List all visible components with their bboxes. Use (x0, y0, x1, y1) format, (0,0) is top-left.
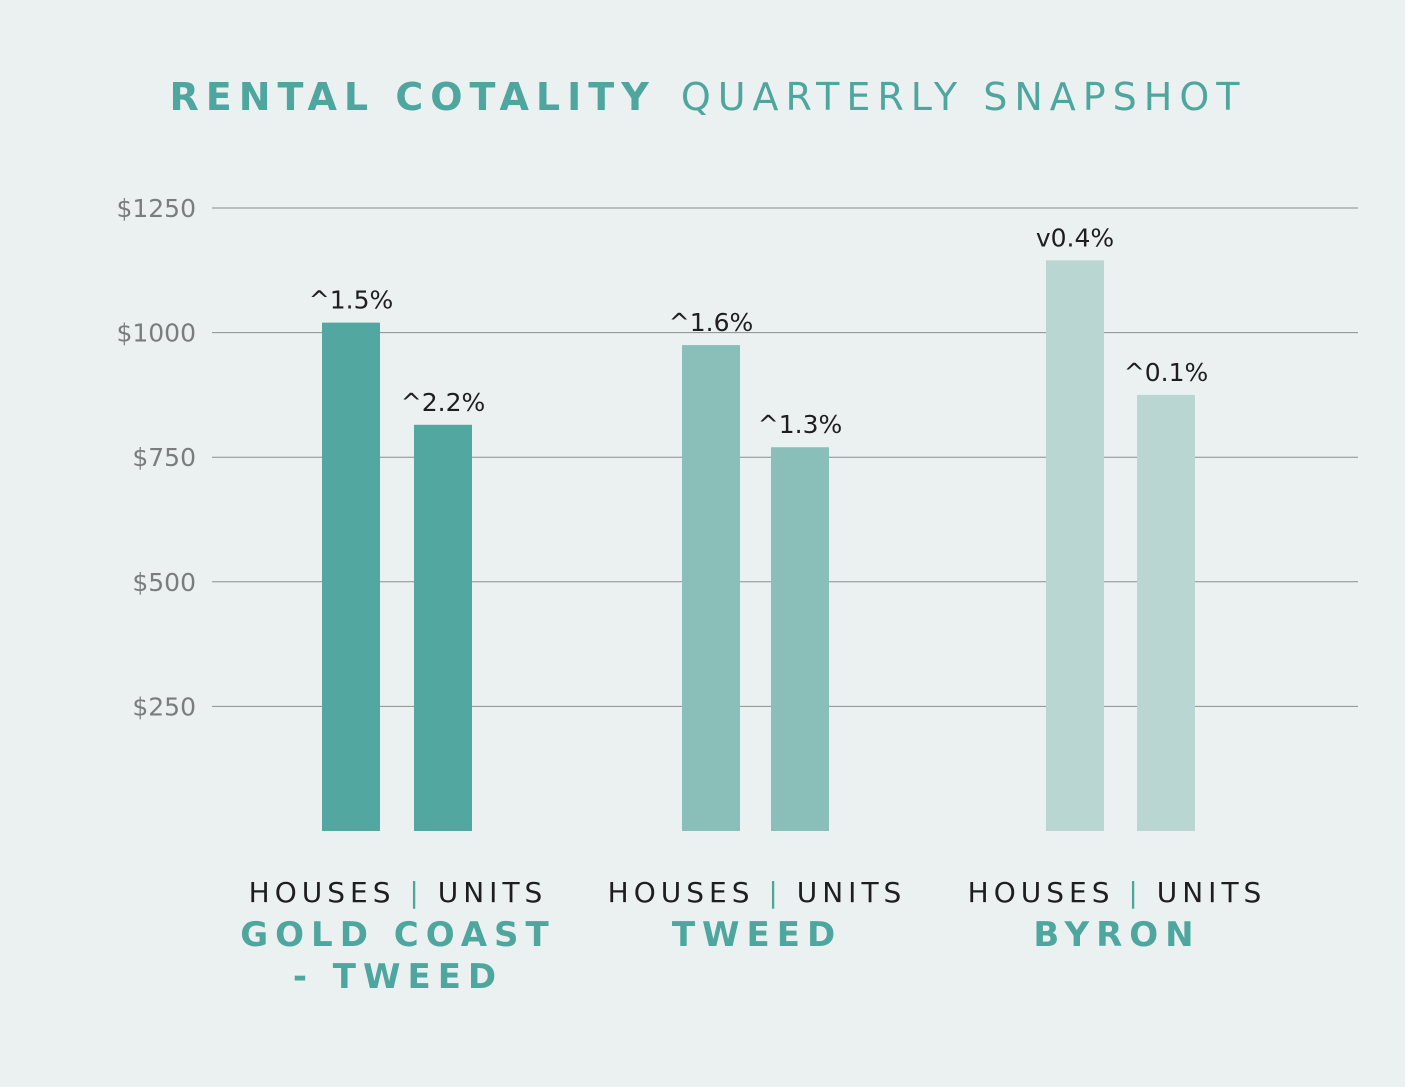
category-houses: HOUSES (608, 876, 769, 909)
y-tick-label: $1250 (116, 194, 196, 223)
chart-title-bold: RENTAL COTALITY (170, 75, 656, 119)
data-label: v0.4% (1036, 223, 1114, 252)
data-label: ^1.3% (758, 410, 842, 439)
category-houses: HOUSES (249, 876, 410, 909)
region-labels: GOLD COAST- TWEED TWEED BYRON (240, 915, 1200, 997)
y-tick-label: $500 (132, 568, 196, 597)
bar-units (414, 424, 472, 831)
category-houses: HOUSES (968, 876, 1129, 909)
region-label: TWEED (672, 915, 842, 955)
bars (322, 260, 1195, 831)
category-units: UNITS (1143, 876, 1266, 909)
y-tick-label: $1000 (116, 319, 196, 348)
y-tick-label: $250 (132, 692, 196, 721)
category-label: HOUSES | UNITS (968, 876, 1267, 909)
bar-houses (322, 322, 380, 831)
category-labels: HOUSES | UNITS HOUSES | UNITS HOUSES | UNI… (249, 876, 1267, 909)
category-units: UNITS (424, 876, 547, 909)
category-units: UNITS (783, 876, 906, 909)
data-label: ^2.2% (401, 388, 485, 417)
chart-title-light: QUARTERLY SNAPSHOT (681, 75, 1247, 119)
data-label: ^1.6% (669, 308, 753, 337)
data-labels: ^1.5% ^2.2% ^1.6% ^1.3% v0.4% ^0.1% (309, 223, 1208, 439)
y-tick-label: $750 (132, 443, 196, 472)
bar-houses (1046, 260, 1104, 831)
region-label: GOLD COAST (240, 915, 555, 955)
category-separator: | (1128, 876, 1142, 909)
bar-houses (682, 345, 740, 831)
chart-title: RENTAL COTALITY QUARTERLY SNAPSHOT (170, 75, 1247, 119)
data-label: ^0.1% (1124, 358, 1208, 387)
bar-units (771, 447, 829, 831)
category-label: HOUSES | UNITS (608, 876, 907, 909)
category-label: HOUSES | UNITS (249, 876, 548, 909)
data-label: ^1.5% (309, 286, 393, 315)
y-axis-ticks: $250 $500 $750 $1000 $1250 (116, 194, 196, 721)
region-label: BYRON (1033, 915, 1200, 955)
category-separator: | (409, 876, 423, 909)
category-separator: | (768, 876, 782, 909)
region-label: - TWEED (293, 957, 503, 997)
bar-units (1137, 394, 1195, 831)
